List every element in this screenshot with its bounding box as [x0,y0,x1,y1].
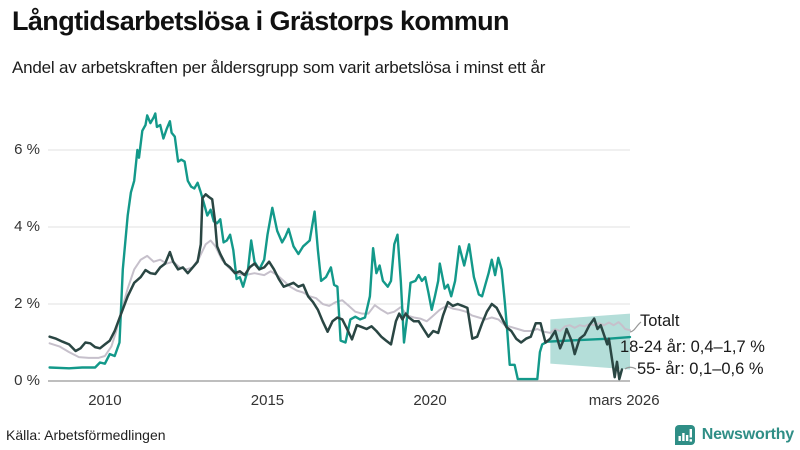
x-tick-2015: 2015 [250,392,285,409]
x-tick-2010: 2010 [88,392,122,409]
x-tick-2020: 2020 [413,392,447,409]
newsworthy-wordmark: Newsworthy [701,426,794,443]
newsworthy-brand: Newsworthy [674,424,794,446]
y-tick-6: 6 % [14,141,40,159]
y-tick-0: 0 % [14,372,40,389]
source-note: Källa: Arbetsförmedlingen [6,427,166,443]
y-tick-4: 4 % [14,218,40,236]
annotation-totalt: Totalt [640,312,680,330]
y-tick-2: 2 % [14,295,40,312]
annotation-55: 55- år: 0,1–0,6 % [637,360,764,378]
x-tick-mars-2026: mars 2026 [588,392,660,409]
annotation-18-24: 18-24 år: 0,4–1,7 % [620,338,765,356]
page-title: Långtidsarbetslösa i Grästorps kommun [12,6,510,36]
newsworthy-logo-icon [674,425,695,445]
page-subtitle: Andel av arbetskraften per åldersgrupp s… [12,58,546,77]
